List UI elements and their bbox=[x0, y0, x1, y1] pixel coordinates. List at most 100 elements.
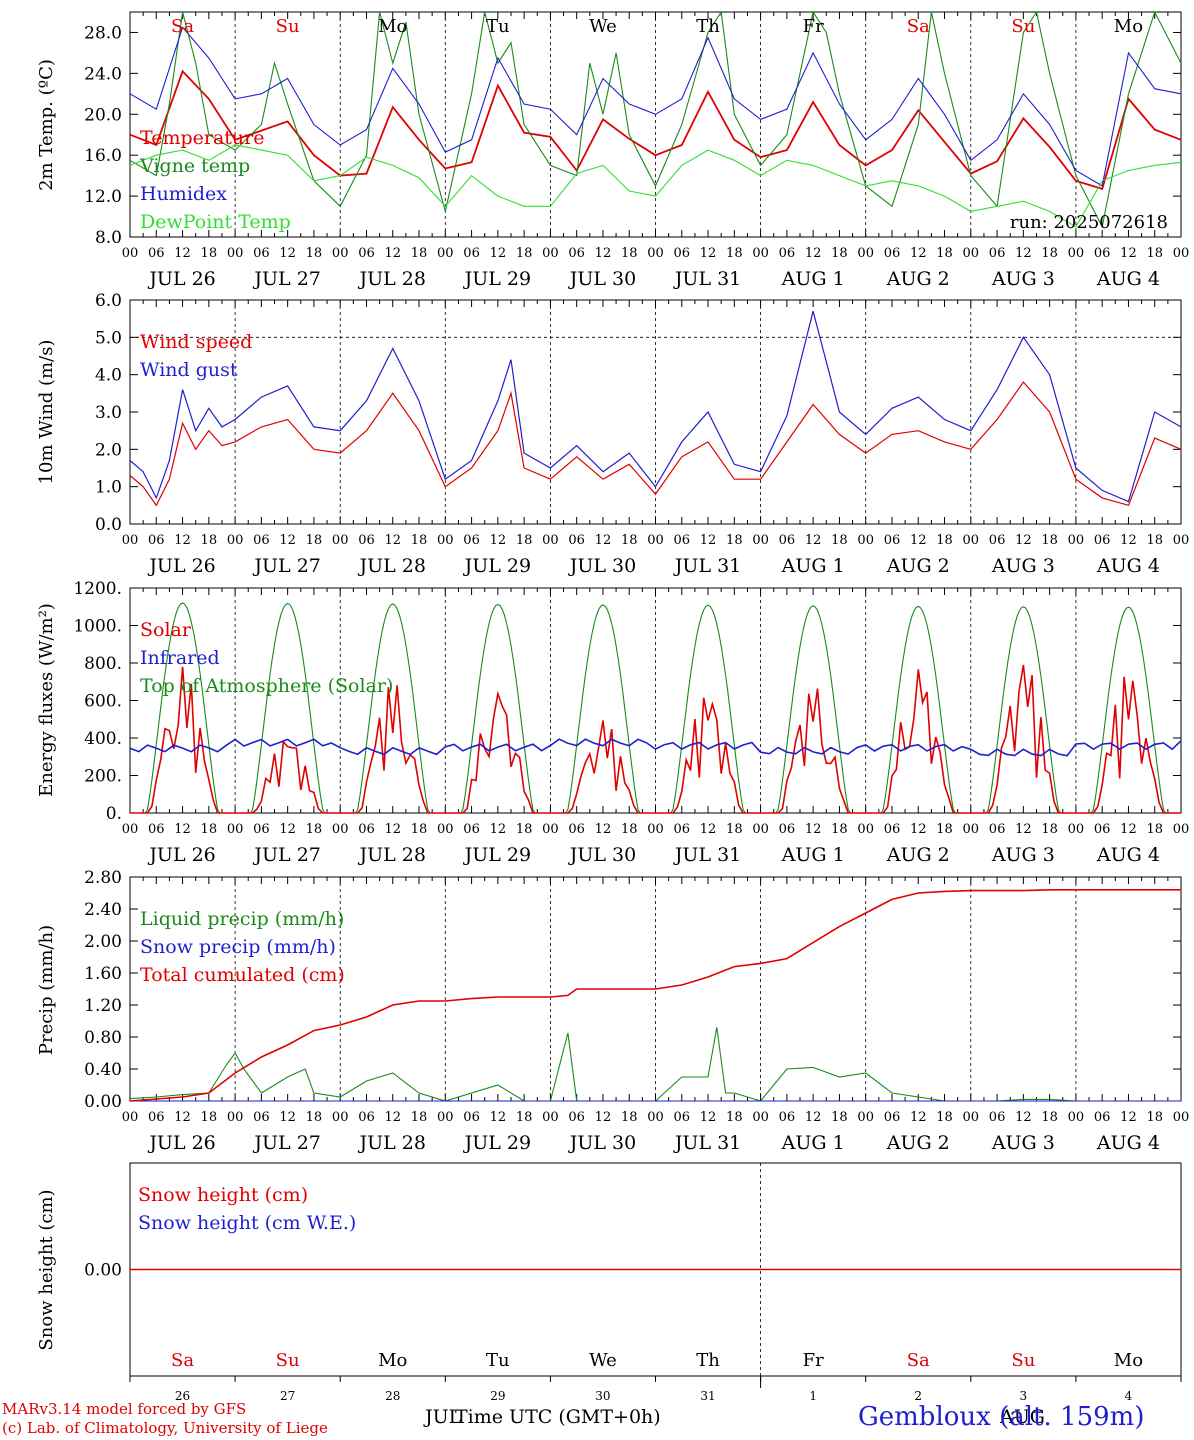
day-name-bottom: We bbox=[589, 1350, 617, 1371]
hour-label: 12 bbox=[805, 1110, 822, 1125]
hour-label: 06 bbox=[779, 246, 796, 261]
hour-label: 06 bbox=[358, 1110, 375, 1125]
hour-label: 00 bbox=[963, 1110, 980, 1125]
date-label: JUL 28 bbox=[358, 268, 426, 290]
hour-label: 18 bbox=[201, 533, 218, 548]
hour-label: 06 bbox=[568, 246, 585, 261]
hour-label: 00 bbox=[227, 533, 244, 548]
hour-label: 06 bbox=[148, 822, 165, 837]
date-label: JUL 29 bbox=[463, 268, 531, 290]
hour-label: 00 bbox=[857, 822, 874, 837]
hour-label: 18 bbox=[306, 1110, 323, 1125]
hour-label: 18 bbox=[516, 1110, 533, 1125]
date-label: AUG 2 bbox=[886, 268, 950, 290]
day-name-bottom: Sa bbox=[907, 1350, 930, 1371]
legend-entry: DewPoint Temp bbox=[140, 211, 291, 233]
hour-label: 18 bbox=[411, 533, 428, 548]
hour-label: 12 bbox=[1120, 822, 1137, 837]
y-tick-label: 0.00 bbox=[84, 1261, 122, 1281]
y-tick-label: 5.0 bbox=[95, 328, 122, 348]
hour-label: 12 bbox=[700, 246, 717, 261]
day-name-top: We bbox=[589, 16, 617, 37]
time-axis-label: Time UTC (GMT+0h) bbox=[455, 1406, 661, 1428]
date-label: JUL 29 bbox=[463, 555, 531, 577]
hour-label: 00 bbox=[437, 246, 454, 261]
hour-label: 18 bbox=[201, 822, 218, 837]
hour-label: 00 bbox=[647, 533, 664, 548]
date-label: JUL 30 bbox=[568, 555, 636, 577]
hour-label: 06 bbox=[1094, 1110, 1111, 1125]
date-label: JUL 27 bbox=[252, 844, 320, 866]
day-name-top: Fr bbox=[803, 16, 824, 37]
month-label-jul: JUL bbox=[425, 1406, 462, 1428]
hour-label: 12 bbox=[595, 822, 612, 837]
hour-label: 06 bbox=[568, 1110, 585, 1125]
hour-label: 06 bbox=[779, 533, 796, 548]
hour-label: 00 bbox=[122, 822, 139, 837]
date-label: JUL 28 bbox=[358, 1132, 426, 1154]
date-label: JUL 28 bbox=[358, 555, 426, 577]
hour-label: 06 bbox=[674, 533, 691, 548]
hour-label: 00 bbox=[1068, 1110, 1085, 1125]
hour-label: 00 bbox=[437, 1110, 454, 1125]
panel-frame bbox=[129, 11, 1182, 238]
y-tick-label: 200. bbox=[84, 767, 122, 787]
y-tick-label: 16.0 bbox=[84, 146, 122, 166]
y-tick-label: 28.0 bbox=[84, 23, 122, 43]
day-name-top: Su bbox=[1011, 16, 1035, 37]
hour-label: 18 bbox=[621, 533, 638, 548]
hour-label: 06 bbox=[884, 246, 901, 261]
y-tick-label: 0. bbox=[106, 804, 122, 824]
hour-label: 12 bbox=[490, 822, 507, 837]
date-label: AUG 3 bbox=[991, 555, 1055, 577]
hour-label: 12 bbox=[1015, 533, 1032, 548]
y-tick-label: 2.40 bbox=[84, 900, 122, 920]
hour-label: 06 bbox=[463, 533, 480, 548]
hour-label: 18 bbox=[831, 246, 848, 261]
legend-entry: Temperature bbox=[140, 127, 264, 149]
day-name-bottom: Mo bbox=[378, 1350, 407, 1371]
hour-label: 18 bbox=[306, 822, 323, 837]
y-tick-label: 0.0 bbox=[95, 515, 122, 535]
series-line-toa bbox=[130, 602, 1179, 814]
y-tick-label: 8.0 bbox=[95, 228, 122, 248]
hour-label: 12 bbox=[174, 246, 191, 261]
hour-label: 12 bbox=[384, 533, 401, 548]
hour-label: 00 bbox=[963, 533, 980, 548]
y-tick-label: 24.0 bbox=[84, 64, 122, 84]
hour-label: 06 bbox=[358, 822, 375, 837]
day-name-bottom: Tu bbox=[486, 1350, 510, 1371]
hour-label: 12 bbox=[595, 533, 612, 548]
date-label: AUG 4 bbox=[1096, 268, 1160, 290]
date-label: AUG 2 bbox=[886, 555, 950, 577]
hour-label: 00 bbox=[227, 246, 244, 261]
date-label: AUG 4 bbox=[1096, 555, 1160, 577]
panel-frame bbox=[129, 299, 1182, 525]
hour-label: 12 bbox=[279, 1110, 296, 1125]
hour-label: 00 bbox=[1068, 533, 1085, 548]
panel-1 bbox=[129, 11, 1182, 238]
series-line-humidex bbox=[129, 26, 1182, 187]
day-number: 31 bbox=[700, 1389, 715, 1403]
hour-label: 06 bbox=[884, 533, 901, 548]
hour-label: 18 bbox=[831, 1110, 848, 1125]
hour-label: 06 bbox=[148, 246, 165, 261]
hour-label: 06 bbox=[674, 1110, 691, 1125]
hour-label: 18 bbox=[726, 822, 743, 837]
y-axis-label: Snow height (cm) bbox=[36, 1189, 57, 1350]
hour-label: 18 bbox=[621, 246, 638, 261]
month-label-aug: AUG bbox=[1000, 1406, 1045, 1428]
hour-label: 06 bbox=[148, 1110, 165, 1125]
legend-entry: Vigne temp bbox=[139, 155, 250, 177]
hour-label: 18 bbox=[306, 246, 323, 261]
hour-label: 18 bbox=[1041, 246, 1058, 261]
hour-label: 00 bbox=[542, 822, 559, 837]
hour-label: 00 bbox=[1173, 533, 1190, 548]
day-number: 27 bbox=[280, 1389, 295, 1403]
day-name-top: Sa bbox=[171, 16, 194, 37]
hour-label: 12 bbox=[595, 246, 612, 261]
date-label: AUG 3 bbox=[991, 844, 1055, 866]
date-label: JUL 29 bbox=[463, 844, 531, 866]
y-tick-label: 3.0 bbox=[95, 403, 122, 423]
hour-label: 06 bbox=[463, 822, 480, 837]
